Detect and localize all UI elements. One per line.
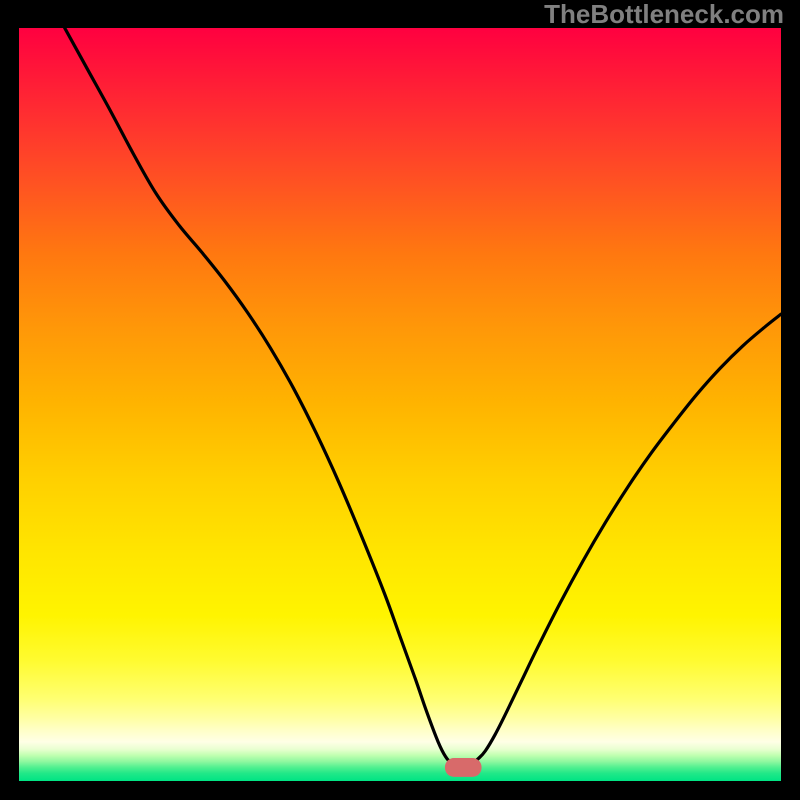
plot-area <box>19 28 781 781</box>
gradient-background <box>19 28 781 781</box>
chart-frame: TheBottleneck.com <box>0 0 800 800</box>
minimum-marker <box>445 758 482 777</box>
watermark-text: TheBottleneck.com <box>544 0 784 30</box>
plot-svg <box>19 28 781 781</box>
